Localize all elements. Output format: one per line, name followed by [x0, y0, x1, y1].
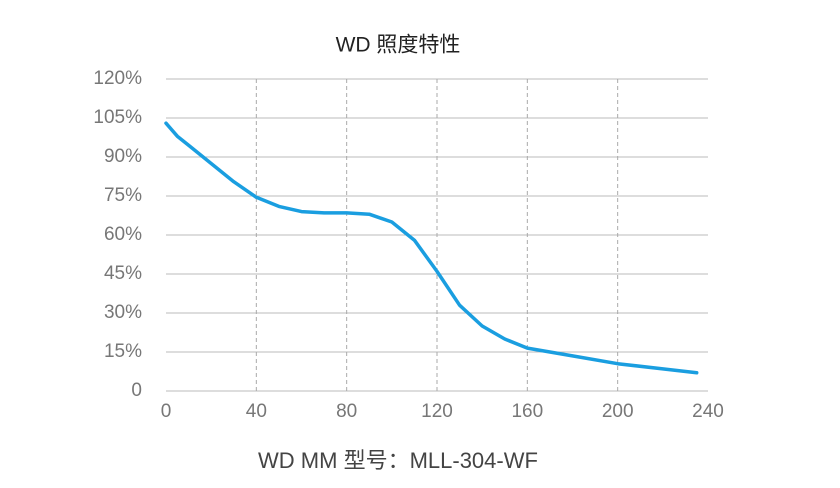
- data-line: [164, 121, 699, 375]
- x-tick-label: 200: [602, 401, 634, 422]
- x-tick-label: 120: [421, 401, 453, 422]
- x-tick-label: 0: [161, 401, 172, 422]
- y-tick-label: 120%: [93, 68, 142, 89]
- y-tick-label: 75%: [104, 185, 142, 206]
- y-tick-label: 15%: [104, 341, 142, 362]
- x-tick-label: 40: [246, 401, 267, 422]
- x-axis-label: WD MM 型号：MLL-304-WF: [258, 448, 538, 473]
- y-tick-label: 0: [131, 380, 142, 401]
- chart-title: WD 照度特性: [336, 34, 461, 57]
- x-tick-label: 80: [336, 401, 357, 422]
- y-tick-label: 105%: [93, 107, 142, 128]
- y-tick-label: 45%: [104, 263, 142, 284]
- x-tick-label: 240: [692, 401, 724, 422]
- y-tick-label: 90%: [104, 146, 142, 167]
- y-tick-label: 30%: [104, 302, 142, 323]
- x-tick-label: 160: [511, 401, 543, 422]
- y-tick-label: 60%: [104, 224, 142, 245]
